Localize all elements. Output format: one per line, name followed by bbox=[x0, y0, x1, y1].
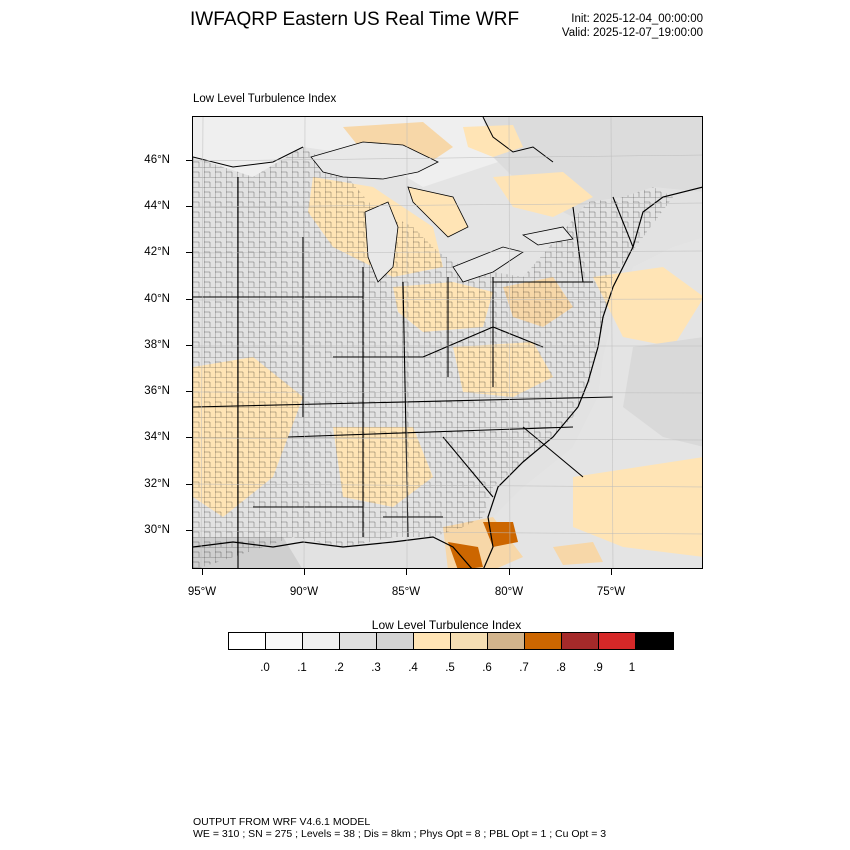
colorbar-label: .2 bbox=[334, 662, 344, 674]
lat-tick bbox=[186, 160, 192, 161]
lat-tick bbox=[186, 437, 192, 438]
state-boundaries bbox=[193, 177, 634, 568]
colorbar-label: .8 bbox=[556, 662, 566, 674]
colorbar-label: .5 bbox=[445, 662, 455, 674]
colorbar-label: .4 bbox=[408, 662, 418, 674]
colorbar-box-6 bbox=[451, 633, 488, 649]
atlantic-coastline bbox=[483, 186, 702, 568]
lon-tick bbox=[611, 569, 612, 575]
lat-label-30: 30°N bbox=[144, 524, 170, 536]
field-gray-atlantic bbox=[623, 337, 702, 447]
field-orange-florida bbox=[448, 542, 483, 568]
colorbar-label: .7 bbox=[519, 662, 529, 674]
colorbar-label: .6 bbox=[482, 662, 492, 674]
graticule bbox=[193, 117, 702, 568]
lon-tick bbox=[304, 569, 305, 575]
lake-michigan bbox=[364, 201, 399, 283]
lat-label-46: 46°N bbox=[144, 154, 170, 166]
lon-label-85: 85°W bbox=[391, 586, 421, 598]
lat-tick bbox=[186, 299, 192, 300]
lon-tick bbox=[406, 569, 407, 575]
us-canada-border bbox=[193, 146, 304, 168]
lat-tick bbox=[186, 484, 192, 485]
colorbar-label: .1 bbox=[297, 662, 307, 674]
init-time-label: Init: 2025-12-04_00:00:00 bbox=[571, 13, 703, 25]
colorbar-box-7 bbox=[488, 633, 525, 649]
colorbar-box-3 bbox=[340, 633, 377, 649]
field-tan-atlantic-se bbox=[573, 457, 702, 557]
lon-tick bbox=[509, 569, 510, 575]
lon-label-80: 80°W bbox=[494, 586, 524, 598]
lake-superior bbox=[310, 141, 439, 180]
lat-tick bbox=[186, 345, 192, 346]
lat-label-34: 34°N bbox=[144, 431, 170, 443]
canada-boundary bbox=[482, 117, 554, 163]
lat-label-32: 32°N bbox=[144, 478, 170, 490]
lat-label-42: 42°N bbox=[144, 246, 170, 258]
lat-label-40: 40°N bbox=[144, 293, 170, 305]
colorbar-box-2 bbox=[303, 633, 340, 649]
valid-time-label: Valid: 2025-12-07_19:00:00 bbox=[561, 27, 703, 39]
field-tan-atlantic-ne bbox=[593, 267, 702, 347]
colorbar-title: Low Level Turbulence Index bbox=[371, 618, 522, 632]
lake-ontario bbox=[521, 226, 574, 246]
lon-label-95: 95°W bbox=[187, 586, 217, 598]
colorbar-box-4 bbox=[377, 633, 414, 649]
colorbar-box-1 bbox=[266, 633, 303, 649]
turbulence-map bbox=[193, 117, 702, 568]
lat-tick bbox=[186, 530, 192, 531]
field-tan-ontario bbox=[463, 125, 523, 157]
lake-huron bbox=[407, 186, 469, 238]
colorbar-label: .9 bbox=[593, 662, 603, 674]
field-tan-lake-ontario bbox=[493, 172, 593, 217]
footer-model-line: OUTPUT FROM WRF V4.6.1 MODEL bbox=[193, 816, 371, 828]
lake-erie bbox=[452, 246, 524, 283]
lat-tick bbox=[186, 252, 192, 253]
lon-tick bbox=[202, 569, 203, 575]
colorbar-label: .3 bbox=[371, 662, 381, 674]
lat-label-36: 36°N bbox=[144, 385, 170, 397]
colorbar-box-11 bbox=[636, 633, 673, 649]
colorbar-box-5 bbox=[414, 633, 451, 649]
main-title: IWFAQRP Eastern US Real Time WRF bbox=[190, 9, 520, 30]
lat-label-38: 38°N bbox=[144, 339, 170, 351]
colorbar-box-10 bbox=[599, 633, 636, 649]
colorbar-label: 1 bbox=[628, 662, 636, 674]
colorbar-label: .0 bbox=[260, 662, 270, 674]
lon-label-75: 75°W bbox=[596, 586, 626, 598]
colorbar-box-9 bbox=[562, 633, 599, 649]
footer-config-line: WE = 310 ; SN = 275 ; Levels = 38 ; Dis … bbox=[193, 828, 607, 840]
colorbar-box-0 bbox=[229, 633, 266, 649]
field-title: Low Level Turbulence Index bbox=[193, 93, 337, 105]
map-panel bbox=[192, 116, 703, 569]
lat-tick bbox=[186, 206, 192, 207]
lat-tick bbox=[186, 391, 192, 392]
colorbar-box-8 bbox=[525, 633, 562, 649]
lon-label-90: 90°W bbox=[289, 586, 319, 598]
field-tan-gulfstream bbox=[553, 542, 603, 565]
gulf-coastline bbox=[193, 536, 473, 568]
colorbar bbox=[228, 632, 674, 650]
lat-label-44: 44°N bbox=[144, 200, 170, 212]
